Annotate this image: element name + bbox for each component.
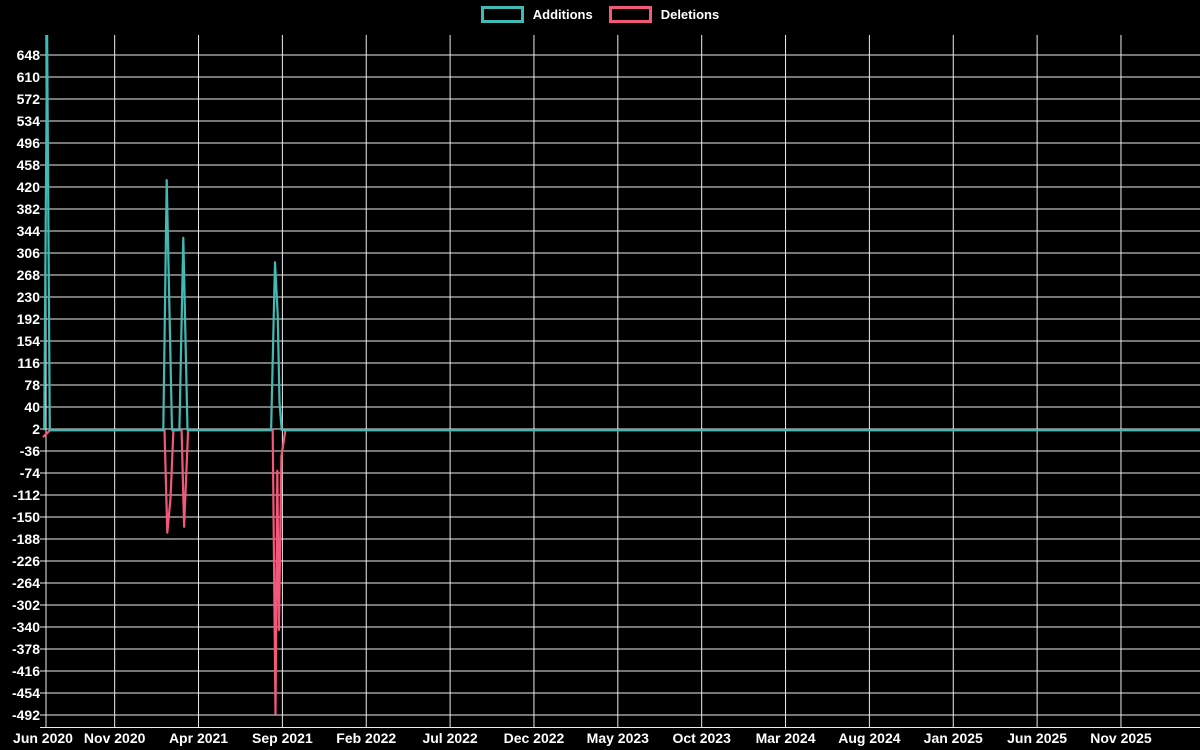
x-tick-label: Dec 2022 xyxy=(504,730,565,746)
x-tick-label: Nov 2020 xyxy=(84,730,146,746)
y-tick-label: -492 xyxy=(12,707,40,723)
legend-label-additions: Additions xyxy=(532,7,593,22)
x-tick-label: May 2023 xyxy=(587,730,649,746)
y-tick-label: 40 xyxy=(24,399,40,415)
y-tick-label: 382 xyxy=(17,201,41,217)
y-tick-label: 2 xyxy=(32,421,40,437)
chart-legend: Additions Deletions xyxy=(0,6,1200,23)
y-tick-label: 78 xyxy=(24,377,40,393)
legend-swatch-additions xyxy=(480,6,524,23)
y-tick-label: 458 xyxy=(17,157,41,173)
y-tick-label: -74 xyxy=(20,465,40,481)
legend-item-deletions[interactable]: Deletions xyxy=(608,6,720,23)
legend-swatch-deletions xyxy=(608,6,652,23)
x-tick-label: Aug 2024 xyxy=(838,730,900,746)
x-tick-label: Jul 2022 xyxy=(422,730,477,746)
y-tick-label: 192 xyxy=(17,311,41,327)
x-tick-label: Feb 2022 xyxy=(336,730,396,746)
y-tick-label: -378 xyxy=(12,641,40,657)
x-tick-label: Jun 2025 xyxy=(1007,730,1067,746)
x-tick-label: Jan 2025 xyxy=(924,730,983,746)
y-tick-label: 496 xyxy=(17,135,41,151)
y-tick-label: 230 xyxy=(17,289,41,305)
y-tick-label: -302 xyxy=(12,597,40,613)
y-tick-label: -264 xyxy=(12,575,40,591)
x-tick-label: Nov 2025 xyxy=(1090,730,1152,746)
y-tick-label: 534 xyxy=(17,113,41,129)
additions-line xyxy=(43,35,1200,432)
y-tick-label: 420 xyxy=(17,179,41,195)
y-tick-label: 268 xyxy=(17,267,41,283)
legend-item-additions[interactable]: Additions xyxy=(480,6,593,23)
y-tick-label: -36 xyxy=(20,443,40,459)
y-tick-label: -226 xyxy=(12,553,40,569)
legend-label-deletions: Deletions xyxy=(660,7,720,22)
y-tick-label: 610 xyxy=(17,69,41,85)
x-tick-label: Mar 2024 xyxy=(756,730,816,746)
x-tick-label: Oct 2023 xyxy=(672,730,731,746)
y-tick-label: -112 xyxy=(13,487,40,503)
y-tick-label: 572 xyxy=(17,91,41,107)
y-tick-label: -340 xyxy=(12,619,40,635)
y-tick-label: -416 xyxy=(12,663,40,679)
y-tick-label: -150 xyxy=(12,509,40,525)
y-tick-label: -188 xyxy=(12,531,40,547)
y-tick-label: 306 xyxy=(17,245,41,261)
y-tick-label: 344 xyxy=(17,223,41,239)
y-tick-label: 648 xyxy=(17,47,41,63)
y-tick-label: -454 xyxy=(12,685,40,701)
x-tick-label: Jun 2020 xyxy=(13,730,73,746)
y-tick-label: 154 xyxy=(17,333,41,349)
deletions-line xyxy=(42,429,1200,715)
x-tick-label: Sep 2021 xyxy=(252,730,313,746)
x-tick-label: Apr 2021 xyxy=(169,730,228,746)
y-tick-label: 116 xyxy=(17,355,40,371)
